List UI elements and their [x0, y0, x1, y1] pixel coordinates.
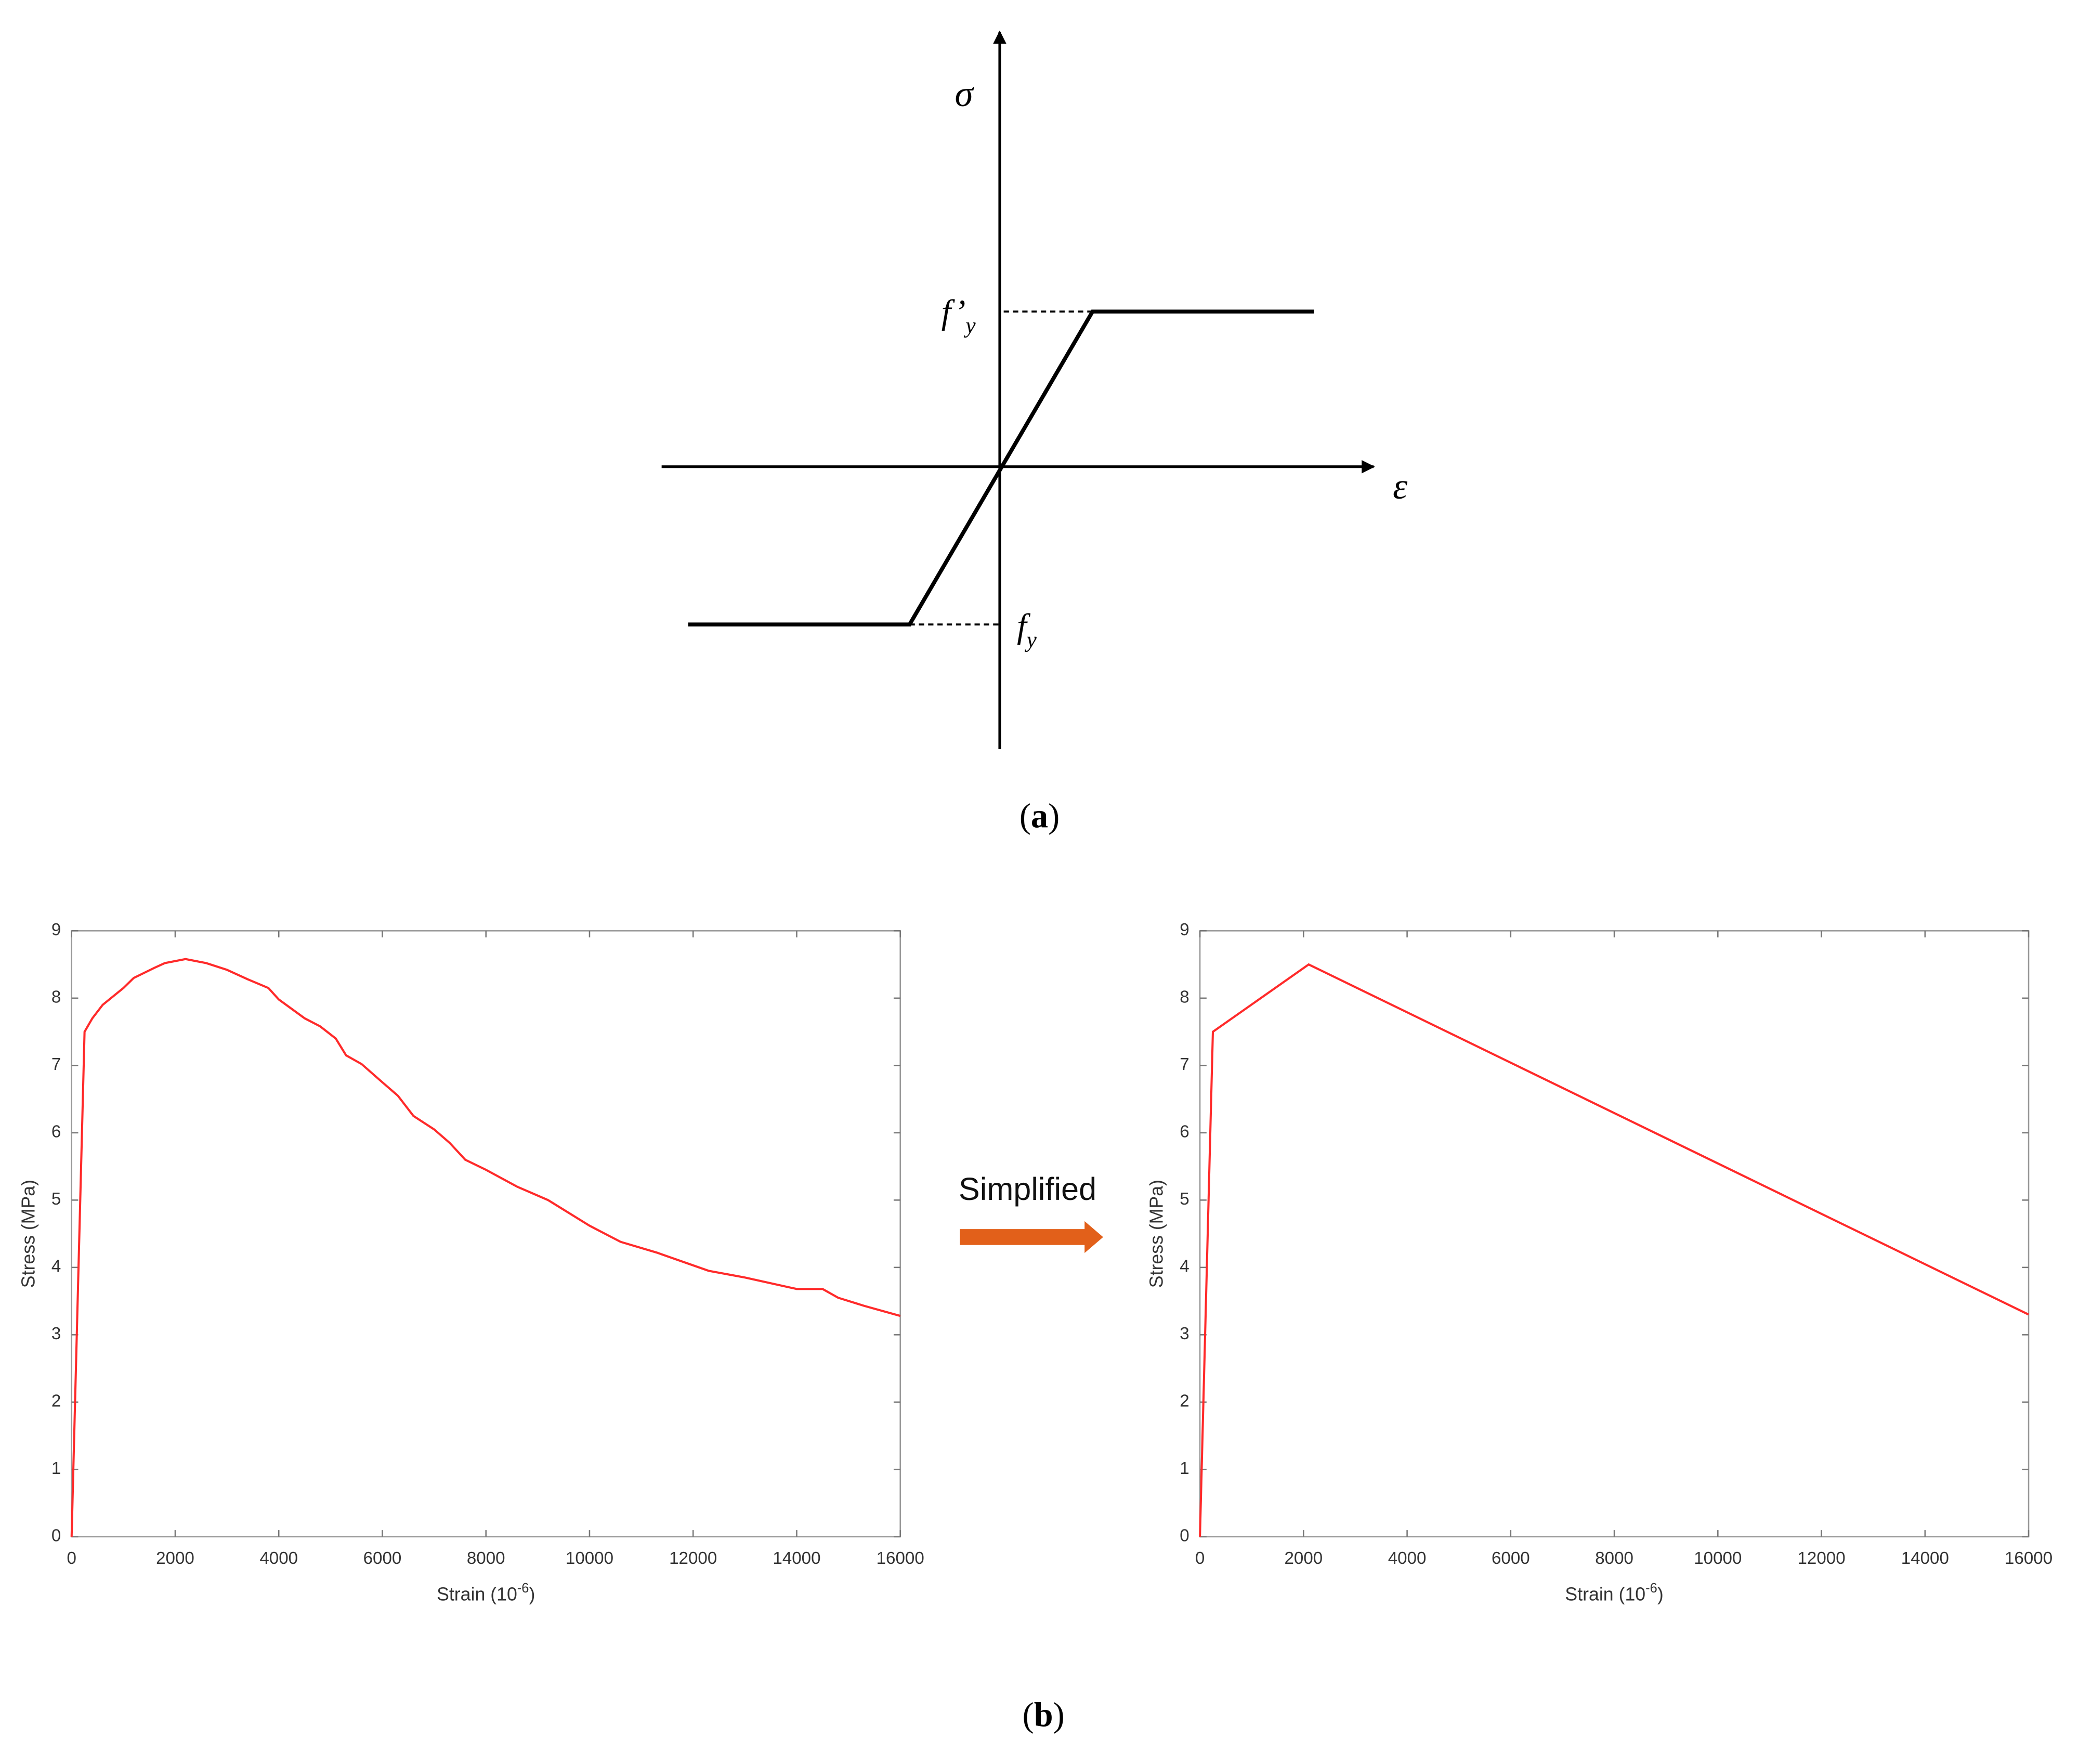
- y-tick-label: 0: [1180, 1526, 1189, 1546]
- caption: (b): [1023, 1696, 1065, 1734]
- epsilon-label: ε: [1393, 466, 1408, 507]
- y-tick-label: 4: [51, 1257, 61, 1276]
- y-tick-label: 9: [1180, 920, 1189, 939]
- x-tick-label: 14000: [1901, 1549, 1949, 1568]
- y-tick-label: 6: [51, 1122, 61, 1142]
- y-tick-label: 2: [1180, 1392, 1189, 1411]
- label-sub: y: [1025, 628, 1037, 652]
- y-tick-label: 8: [1180, 988, 1189, 1007]
- y-tick-label: 1: [51, 1459, 61, 1478]
- label-text: Strain (10: [1565, 1584, 1645, 1604]
- y-tick-label: 5: [1180, 1190, 1189, 1209]
- x-tick-label: 14000: [773, 1549, 820, 1568]
- label-sub: y: [963, 313, 976, 338]
- chart: 0 1 2 3 4 5 6 7 8 9 0 2000 4000 6000 8000 10000 12000 140…: [18, 920, 924, 1604]
- plot-frame: [71, 930, 901, 1538]
- lower-yield-label: fy: [1017, 608, 1037, 652]
- x-tick-label: 16000: [877, 1549, 924, 1568]
- x-axis-label: Strain (10-6): [437, 1581, 535, 1604]
- label-text: Strain (10: [437, 1584, 517, 1604]
- y-tick-label: 0: [51, 1526, 61, 1546]
- x-tick-label: 6000: [1492, 1549, 1530, 1568]
- x-tick-label: 10000: [566, 1549, 613, 1568]
- y-tick-label: 3: [51, 1324, 61, 1343]
- y-tick-label: 9: [51, 920, 61, 939]
- y-tick-label: 8: [51, 988, 61, 1007]
- label-superscript: -6: [517, 1581, 529, 1596]
- caption-letter: a: [1031, 797, 1048, 835]
- y-tick-label: 7: [51, 1055, 61, 1074]
- x-tick-label: 4000: [1388, 1549, 1427, 1568]
- x-tick-label: 10000: [1694, 1549, 1742, 1568]
- annotation: Simplified: [959, 1171, 1096, 1207]
- upper-yield-label: f’y: [942, 293, 976, 338]
- x-tick-label: 12000: [1797, 1549, 1845, 1568]
- x-axis-label: Strain (10-6): [1565, 1581, 1663, 1604]
- x-tick-label: 8000: [467, 1549, 505, 1568]
- label-superscript: -6: [1645, 1581, 1657, 1596]
- y-tick-label: 4: [1180, 1257, 1189, 1276]
- caption: (a): [1019, 797, 1060, 835]
- x-tick-label: 0: [67, 1549, 76, 1568]
- x-tick-label: 16000: [2005, 1549, 2052, 1568]
- x-tick-label: 0: [1195, 1549, 1205, 1568]
- y-axis-label: Stress (MPa): [1146, 1180, 1167, 1288]
- label-close: ): [1657, 1584, 1664, 1604]
- y-tick-label: 5: [51, 1190, 61, 1209]
- arrow: [960, 1221, 1103, 1253]
- sigma-label: σ: [955, 73, 975, 114]
- x-tick-label: 6000: [363, 1549, 402, 1568]
- data-line: [1199, 963, 2029, 1537]
- data-line: [70, 958, 901, 1537]
- diagram: σ ε f’y fy: [661, 30, 1408, 749]
- y-tick-label: 6: [1180, 1122, 1189, 1142]
- x-tick-label: 2000: [156, 1549, 194, 1568]
- x-tick-label: 4000: [259, 1549, 298, 1568]
- caption-letter: b: [1034, 1696, 1053, 1734]
- y-tick-label: 1: [1180, 1459, 1189, 1478]
- label-close: ): [529, 1584, 535, 1604]
- y-tick-label: 2: [51, 1392, 61, 1411]
- plot-frame: [1199, 930, 2030, 1538]
- stress-strain-law: [688, 309, 1314, 627]
- x-tick-label: 2000: [1284, 1549, 1323, 1568]
- x-tick-label: 8000: [1595, 1549, 1633, 1568]
- y-tick-label: 7: [1180, 1055, 1189, 1074]
- label-base: f’: [942, 293, 966, 331]
- chart: 0 1 2 3 4 5 6 7 8 9 0 2000 4000 6000 8000 10000 12000 140…: [1146, 920, 2052, 1604]
- y-tick-label: 3: [1180, 1324, 1189, 1343]
- x-tick-label: 12000: [669, 1549, 717, 1568]
- y-axis-label: Stress (MPa): [18, 1180, 38, 1288]
